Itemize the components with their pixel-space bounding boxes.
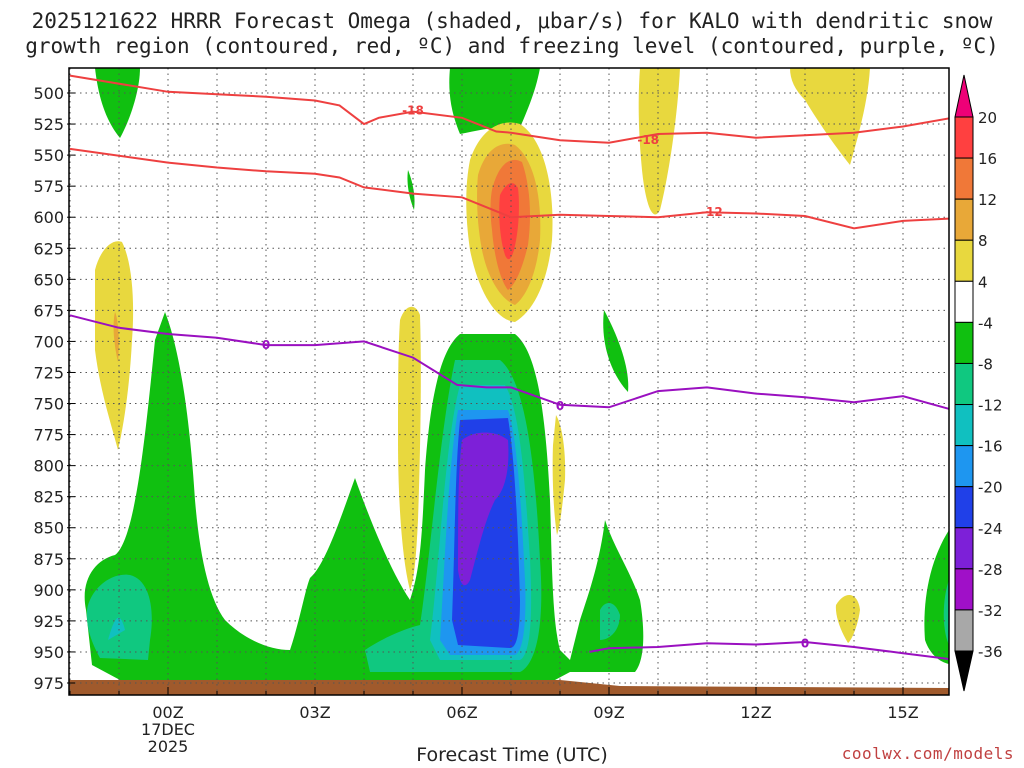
contour-dgz-top: [69, 74, 949, 144]
colorbar-label: -4: [978, 314, 993, 332]
colorbar-label: -36: [978, 643, 1003, 661]
omega-shade-positive-4c: [638, 68, 680, 215]
grid-lines: [69, 68, 949, 695]
omega-shade-positive-8b: [113, 312, 119, 362]
y-tick-label: 875: [33, 550, 64, 569]
y-tick-label: 500: [33, 84, 64, 103]
omega-shading: [69, 68, 949, 695]
colorbar-label: -16: [978, 438, 1003, 456]
y-tick-label: 800: [33, 457, 64, 476]
y-tick-label: 975: [33, 674, 64, 693]
contour-label: -12: [701, 205, 723, 219]
colorbar-swatch: [954, 568, 974, 611]
plot-frame: [68, 67, 950, 696]
omega-shade-negative-8c: [600, 603, 620, 640]
colorbar-swatch: [954, 280, 974, 323]
colorbar-label: 4: [978, 273, 988, 291]
omega-shade-green-left: [95, 68, 140, 138]
y-tick-label: 675: [33, 301, 64, 320]
omega-shade-negative-24: [458, 432, 509, 586]
y-tick-label: 550: [33, 146, 64, 165]
y-tick-label: 600: [33, 208, 64, 227]
omega-shade-positive-4d: [790, 68, 870, 165]
colorbar-bottom-arrow: [954, 650, 974, 692]
contour-dgz-bottom: [69, 147, 949, 230]
colorbar-swatch: [954, 527, 974, 570]
y-tick-label: 925: [33, 612, 64, 631]
colorbar-swatch: [954, 486, 974, 529]
omega-shade-positive-16: [499, 183, 519, 260]
contour-label: 0: [556, 399, 564, 413]
contour-freezing-upper: [69, 314, 949, 410]
y-tick-label: 775: [33, 426, 64, 445]
omega-shade-positive-4e: [398, 306, 421, 590]
ground-terrain: [69, 680, 949, 695]
x-tick-year: 2025: [148, 737, 189, 756]
colorbar-swatch: [954, 362, 974, 406]
colorbar-label: -20: [978, 479, 1003, 497]
colorbar-label: -8: [978, 355, 993, 373]
y-tick-label: 950: [33, 643, 64, 662]
colorbar-swatch: [954, 116, 974, 159]
colorbar-swatch: [954, 239, 974, 282]
colorbar-label: 12: [978, 191, 997, 209]
colorbar-label: 8: [978, 232, 988, 250]
y-tick-label: 625: [33, 239, 64, 258]
colorbar-label: -24: [978, 520, 1003, 538]
x-tick-label: 15Z: [887, 703, 918, 722]
contour-lines: -18 -18 -12 0 0 0: [69, 74, 949, 661]
y-tick-label: 850: [33, 519, 64, 538]
y-tick-label: 825: [33, 488, 64, 507]
y-tick-label: 575: [33, 177, 64, 196]
y-tick-label: 700: [33, 332, 64, 351]
colorbar-swatch: [954, 157, 974, 200]
y-tick-label: 525: [33, 115, 64, 134]
x-tick-label: 12Z: [740, 703, 771, 722]
omega-shade-positive-4b: [95, 241, 134, 450]
credit-link[interactable]: coolwx.com/models: [841, 744, 1014, 763]
contour-label: 0: [262, 338, 270, 352]
y-tick-label: 725: [33, 363, 64, 382]
colorbar-swatch: [954, 609, 974, 652]
contour-label: -18: [637, 133, 659, 147]
contour-label: -18: [402, 103, 424, 117]
y-tick-label: 750: [33, 395, 64, 414]
contour-freezing-lower: [589, 640, 949, 661]
omega-shade-negative-12b: [108, 617, 125, 640]
x-tick-label: 09Z: [593, 703, 624, 722]
x-tick-label: 00Z: [152, 703, 183, 722]
y-axis: 500 525 550 575 600 625 650 675 700 725 750 775 800 8…: [33, 84, 75, 693]
colorbar-label: 16: [978, 150, 997, 168]
omega-shade-negative-8d: [943, 580, 949, 645]
omega-shade-green-top: [449, 68, 540, 134]
colorbar: 20 16 12 8 4 -4 -8 -12 -16 -20 -24 -28 -32 -36: [954, 74, 1003, 692]
x-axis-label: Forecast Time (UTC): [416, 744, 608, 766]
omega-shade-green-mid: [603, 310, 629, 392]
colorbar-swatch: [954, 198, 974, 241]
colorbar-top-arrow: [954, 74, 974, 118]
chart-title-line-2: growth region (contoured, red, ºC) and f…: [25, 34, 999, 58]
chart-title-line-1: 2025121622 HRRR Forecast Omega (shaded, …: [31, 9, 993, 33]
omega-shade-positive-4f: [552, 415, 566, 535]
colorbar-label: -28: [978, 561, 1003, 579]
x-tick-date: 17DEC: [141, 720, 195, 739]
colorbar-swatch: [954, 321, 974, 364]
x-tick-label: 06Z: [446, 703, 477, 722]
omega-shade-positive-4g: [835, 594, 860, 643]
colorbar-label: -32: [978, 602, 1003, 620]
colorbar-label: 20: [978, 109, 997, 127]
x-tick-label: 03Z: [299, 703, 330, 722]
contour-label: 0: [801, 636, 809, 650]
colorbar-label: -12: [978, 397, 1003, 415]
colorbar-swatch: [954, 404, 974, 447]
y-tick-label: 650: [33, 270, 64, 289]
omega-shade-green-right: [924, 530, 949, 664]
colorbar-swatch: [954, 445, 974, 488]
y-tick-label: 900: [33, 581, 64, 600]
omega-shade-negative-8: [86, 574, 152, 660]
